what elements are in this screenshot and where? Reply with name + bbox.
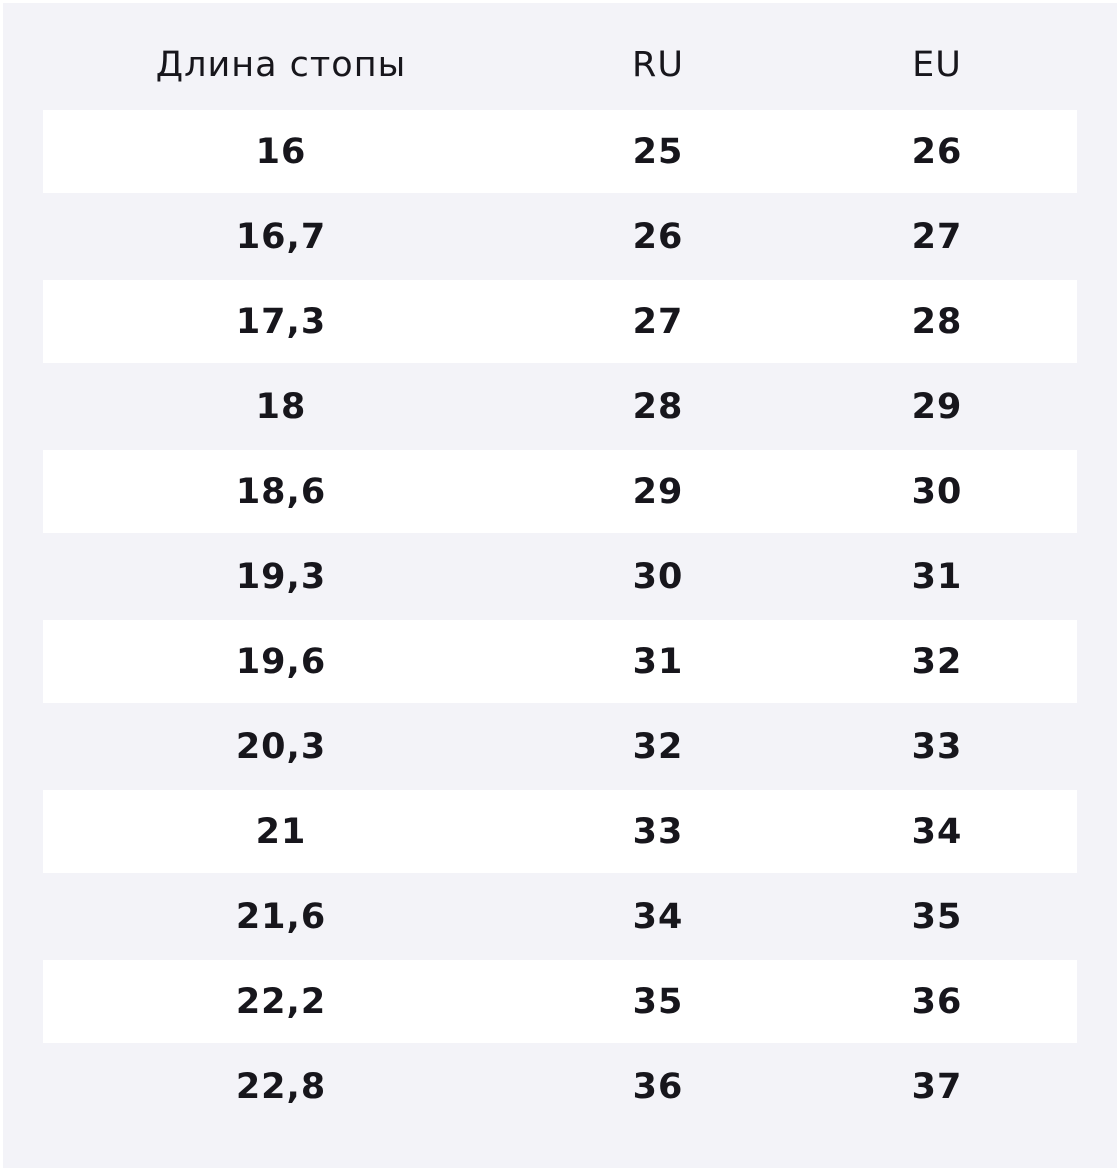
table-cell: 20,3 [235,726,327,767]
table-cell: 36 [911,981,963,1022]
table-cell: 27 [632,301,684,342]
table-row: 21,6 34 35 [43,875,1077,958]
table-cell: 31 [911,556,963,597]
table-cell: 18 [255,386,307,427]
table-row: 17,3 27 28 [43,280,1077,363]
table-cell: EU [912,44,962,85]
table-cell: 31 [632,641,684,682]
table-cell: 19,3 [235,556,327,597]
table-row: 22,2 35 36 [43,960,1077,1043]
table-cell: 18,6 [235,471,327,512]
table-cell: 21 [255,811,307,852]
table-cell: 17,3 [235,301,327,342]
size-table: Длина стопы RU EU 16 25 26 16,7 26 27 17,3 27 28 18 2… [3,3,1117,1168]
table-row: 19,3 30 31 [43,535,1077,618]
table-cell: 33 [632,811,684,852]
table-cell: 30 [632,556,684,597]
table-cell: 28 [632,386,684,427]
table-cell: 32 [632,726,684,767]
table-cell: 27 [911,216,963,257]
table-row: 20,3 32 33 [43,705,1077,788]
table-cell: RU [632,44,684,85]
table-row: 22,8 36 37 [43,1045,1077,1128]
table-cell: 29 [911,386,963,427]
table-row: 16,7 26 27 [43,195,1077,278]
table-cell: 34 [911,811,963,852]
table-cell: 28 [911,301,963,342]
table-cell: 16,7 [235,216,327,257]
table-cell: 16 [255,131,307,172]
table-cell: 26 [632,216,684,257]
table-cell: 32 [911,641,963,682]
table-cell: 25 [632,131,684,172]
table-cell: 19,6 [235,641,327,682]
table-row: 18 28 29 [43,365,1077,448]
table-cell: 22,8 [235,1066,327,1107]
table-row: 18,6 29 30 [43,450,1077,533]
table-row: 19,6 31 32 [43,620,1077,703]
table-cell: 21,6 [235,896,327,937]
table-cell: Длина стопы [155,44,407,85]
table-row: 16 25 26 [43,110,1077,193]
table-cell: 26 [911,131,963,172]
table-cell: 36 [632,1066,684,1107]
table-cell: 33 [911,726,963,767]
table-cell: 29 [632,471,684,512]
table-cell: 30 [911,471,963,512]
table-cell: 37 [911,1066,963,1107]
table-cell: 35 [632,981,684,1022]
table-cell: 22,2 [235,981,327,1022]
header-row: Длина стопы RU EU [43,23,1077,106]
table-cell: 34 [632,896,684,937]
table-row: 21 33 34 [43,790,1077,873]
table-cell: 35 [911,896,963,937]
